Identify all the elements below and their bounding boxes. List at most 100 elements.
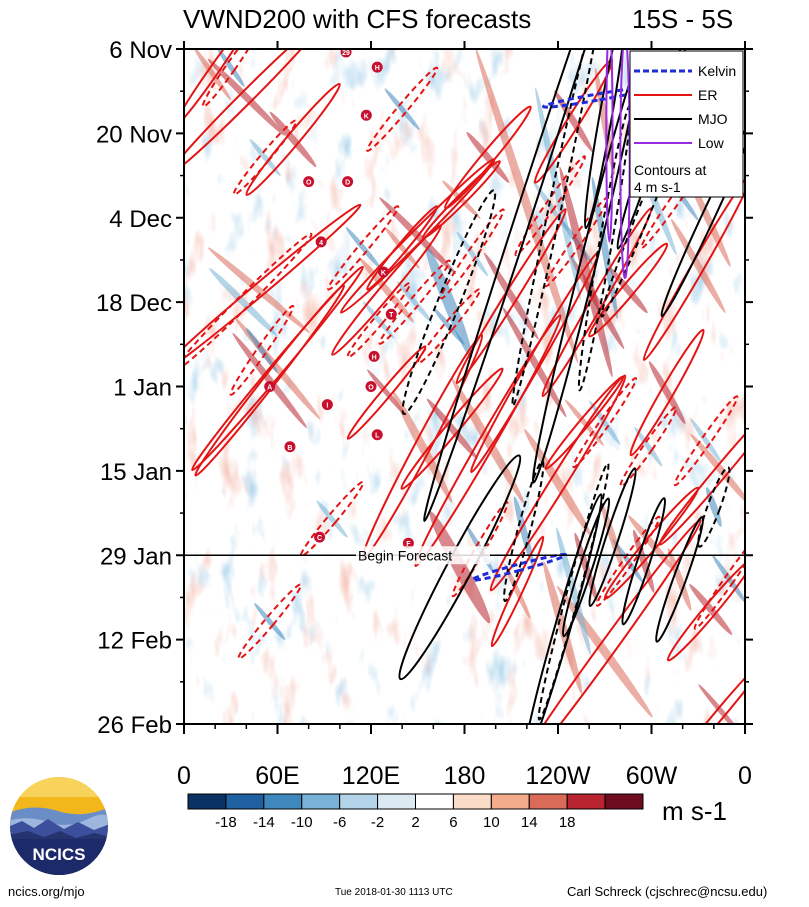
x-tick-label: 120E bbox=[342, 762, 400, 790]
storm-label: O bbox=[306, 180, 312, 187]
storm-label: I bbox=[326, 403, 328, 410]
anomaly-core bbox=[670, 218, 726, 313]
mjo-contour-solid bbox=[655, 516, 704, 643]
anomaly-core bbox=[475, 49, 579, 364]
er-contour-solid bbox=[490, 535, 545, 648]
footer-site[interactable]: ncics.org/mjo bbox=[8, 884, 85, 899]
colorbar-swatch bbox=[415, 793, 454, 810]
x-axis: 0 60E 120E 180 120W 60W 0 bbox=[177, 41, 752, 790]
anomaly-core bbox=[456, 231, 488, 277]
colorbar-swatch bbox=[528, 793, 568, 810]
colorbar-swatch bbox=[225, 793, 265, 810]
er-contour-dashed bbox=[232, 119, 298, 196]
er-contour-dashed bbox=[673, 395, 739, 487]
forecast-label-bg bbox=[356, 546, 490, 565]
anomaly-core bbox=[426, 398, 478, 459]
anomaly-core bbox=[667, 548, 692, 611]
colorbar: -18 -14 -10 -6 -2 2 6 10 14 18 bbox=[187, 793, 644, 831]
anomaly-core bbox=[207, 247, 310, 333]
legend-box bbox=[629, 50, 744, 198]
legend-note-line2: 4 m s-1 bbox=[634, 179, 681, 195]
y-tick-label: 4 Dec bbox=[109, 206, 172, 233]
anomaly-core bbox=[367, 369, 407, 416]
storm-icon bbox=[315, 236, 327, 248]
y-tick-label: 20 Nov bbox=[96, 121, 172, 148]
legend-label-kelvin: Kelvin bbox=[698, 63, 736, 79]
storm-label: O bbox=[368, 385, 374, 392]
anomaly-core bbox=[589, 400, 621, 445]
storm-icon bbox=[377, 266, 389, 278]
footer-timestamp: Tue 2018-01-30 1113 UTC bbox=[335, 887, 453, 898]
er-contour-solid bbox=[184, 203, 362, 377]
y-tick-label: 6 Nov bbox=[109, 37, 172, 64]
anomaly-core bbox=[345, 227, 381, 269]
anomaly-core bbox=[232, 332, 307, 429]
y-axis: 6 Nov 20 Nov 4 Dec 18 Dec 1 Jan 15 Jan 29 Jan 1… bbox=[96, 37, 753, 739]
anomaly-core bbox=[384, 88, 420, 131]
mjo-contour-dashed bbox=[697, 466, 731, 548]
storm-label: B bbox=[287, 445, 292, 452]
colorbar-unit: m s-1 bbox=[662, 796, 727, 826]
er-contour-dashed bbox=[229, 304, 295, 396]
er-contour-dashed bbox=[184, 232, 313, 372]
storm-icon bbox=[371, 429, 383, 441]
mjo-contour-dashed bbox=[511, 49, 605, 407]
storm-label: T bbox=[389, 312, 394, 319]
anomaly-core bbox=[392, 390, 453, 503]
low-contour-solid bbox=[605, 49, 614, 243]
colorbar-swatch bbox=[263, 793, 303, 810]
y-tick-label: 18 Dec bbox=[96, 290, 172, 317]
er-contour-solid bbox=[507, 518, 702, 724]
anomaly-core bbox=[451, 378, 525, 504]
er-contour-dashed bbox=[327, 205, 400, 291]
anomaly-core bbox=[209, 267, 278, 337]
er-contour-solid bbox=[443, 105, 532, 210]
colorbar-tick-label: -18 bbox=[215, 814, 237, 831]
er-contour-dashed bbox=[366, 66, 439, 152]
storm-icon bbox=[365, 381, 377, 392]
storm-label: L bbox=[375, 433, 380, 440]
colorbar-swatch bbox=[187, 793, 227, 810]
wave-contours bbox=[184, 49, 745, 724]
er-contour-solid bbox=[421, 160, 501, 240]
er-contour-dashed bbox=[299, 481, 365, 558]
er-contour-dashed bbox=[595, 515, 661, 607]
y-tick-label: 29 Jan bbox=[100, 543, 172, 570]
anomaly-core bbox=[207, 58, 285, 136]
colorbar-swatch bbox=[452, 793, 492, 810]
storm-label: 4 bbox=[319, 240, 323, 247]
storm-label: C bbox=[317, 535, 322, 542]
er-contour-dashed bbox=[693, 528, 745, 630]
colorbar-swatch bbox=[604, 793, 644, 810]
storm-icon bbox=[321, 399, 333, 411]
er-contour-dashed bbox=[378, 259, 451, 345]
colorbar-swatch bbox=[566, 793, 606, 810]
anomaly-core bbox=[634, 426, 663, 467]
footer-author: Carl Schreck (cjschrec@ncsu.edu) bbox=[567, 884, 768, 899]
er-contour-solid bbox=[673, 655, 745, 724]
mjo-contour-solid bbox=[423, 49, 631, 522]
anomaly-core bbox=[483, 252, 539, 340]
storm-label: K bbox=[381, 270, 386, 277]
er-contour-dashed bbox=[619, 406, 678, 488]
er-contour-dashed bbox=[572, 377, 638, 469]
mjo-contour-solid bbox=[621, 497, 667, 626]
anomaly-core bbox=[591, 176, 618, 320]
colorbar-tick-label: 6 bbox=[449, 814, 457, 831]
colorbar-tick-label: -14 bbox=[253, 814, 275, 831]
er-contour-solid bbox=[541, 207, 653, 398]
x-tick-label: 120W bbox=[525, 762, 591, 790]
mjo-contour-solid bbox=[588, 467, 637, 607]
storm-icon bbox=[314, 531, 326, 543]
colorbar-tick-label: 10 bbox=[483, 814, 500, 831]
chart-title: VWND200 with CFS forecasts bbox=[183, 4, 531, 34]
mjo-contour-solid bbox=[660, 118, 745, 318]
storm-icon bbox=[371, 61, 383, 73]
anomaly-core bbox=[504, 564, 531, 619]
colorbar-tick-label: 14 bbox=[521, 814, 538, 831]
y-tick-label: 1 Jan bbox=[113, 375, 172, 402]
storm-label: A bbox=[267, 385, 272, 392]
anomaly-core bbox=[689, 584, 733, 635]
er-contour-solid bbox=[658, 395, 745, 546]
